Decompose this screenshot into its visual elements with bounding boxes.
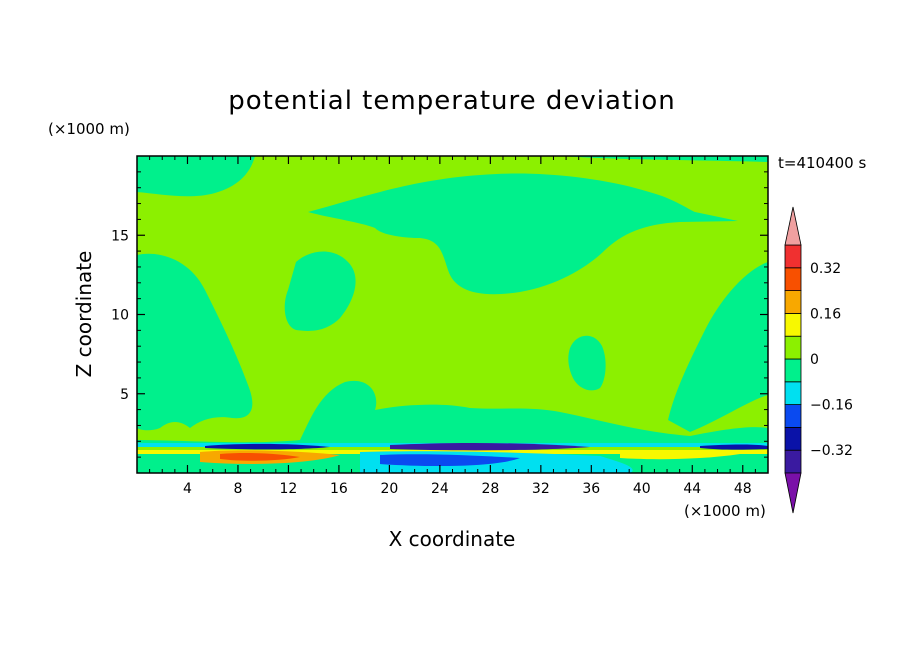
- colorbar-swatch: [784, 290, 802, 314]
- x-tick-label: 44: [683, 481, 701, 497]
- contour-region: [308, 173, 738, 295]
- y-axis-ticks: 5 10 15: [111, 171, 768, 458]
- colorbar-swatch: [784, 449, 802, 474]
- colorbar: 0.32 0.16 0 −0.16 −0.32: [784, 206, 853, 514]
- colorbar-swatch: [784, 426, 802, 451]
- colorbar-tick-label: 0.16: [810, 306, 841, 322]
- colorbar-tick-label: 0: [810, 352, 819, 368]
- contour-region: [380, 454, 520, 466]
- x-tick-label: 16: [330, 481, 348, 497]
- colorbar-swatch: [784, 267, 802, 291]
- contour-region: [560, 156, 768, 162]
- y-tick-label: 5: [120, 387, 129, 403]
- contour-field: [137, 156, 768, 473]
- y-axis-unit: (×1000 m): [48, 120, 130, 138]
- x-tick-label: 24: [431, 481, 449, 497]
- colorbar-swatch: [784, 335, 802, 360]
- time-label: t=410400 s: [778, 154, 867, 172]
- x-axis-label: X coordinate: [388, 527, 516, 551]
- x-tick-label: 8: [233, 481, 242, 497]
- x-tick-label: 40: [633, 481, 651, 497]
- x-tick-label: 4: [183, 481, 192, 497]
- x-axis-ticks: 4 8 12 16 20 24 28 32 36 40 44 48: [149, 156, 756, 497]
- contour-region: [220, 453, 300, 461]
- colorbar-upper-extension: [784, 206, 802, 246]
- contour-region: [620, 450, 740, 460]
- colorbar-swatch: [784, 358, 802, 383]
- contour-region: [137, 156, 255, 197]
- colorbar-tick-label: −0.32: [810, 443, 853, 459]
- contour-region: [668, 262, 768, 432]
- chart-title: potential temperature deviation: [228, 86, 676, 116]
- x-tick-label: 28: [481, 481, 499, 497]
- x-tick-label: 12: [280, 481, 298, 497]
- x-tick-label: 48: [734, 481, 752, 497]
- x-tick-label: 36: [582, 481, 600, 497]
- x-tick-label: 32: [532, 481, 550, 497]
- y-tick-label: 15: [111, 228, 129, 244]
- colorbar-lower-extension: [784, 472, 802, 514]
- contour-region: [284, 251, 356, 331]
- colorbar-tick-label: 0.32: [810, 261, 841, 277]
- colorbar-swatch: [784, 312, 802, 337]
- x-tick-label: 20: [380, 481, 398, 497]
- contour-region: [390, 442, 590, 451]
- contour-region: [700, 444, 768, 450]
- contour-region: [568, 335, 606, 391]
- colorbar-swatch: [784, 244, 802, 269]
- colorbar-swatch: [784, 381, 802, 405]
- contour-region: [205, 443, 330, 450]
- colorbar-swatch: [784, 404, 802, 428]
- contour-region: [137, 253, 253, 431]
- x-axis-unit: (×1000 m): [684, 502, 766, 520]
- y-tick-label: 10: [111, 308, 129, 324]
- colorbar-tick-label: −0.16: [810, 398, 853, 414]
